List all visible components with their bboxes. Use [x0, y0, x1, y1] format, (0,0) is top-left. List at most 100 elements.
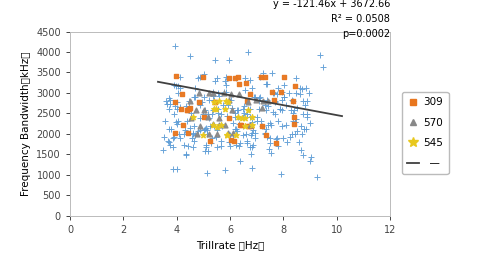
Point: [210, 100, 218, 104]
Point: [186, 126, 194, 130]
Point: [217, 144, 225, 148]
Point: [225, 58, 233, 62]
Point: [234, 115, 242, 119]
Point: [200, 115, 207, 120]
Point: [251, 94, 259, 99]
Point: [174, 90, 182, 95]
Point: [208, 94, 216, 98]
Point: [160, 119, 168, 123]
Point: [180, 127, 188, 132]
Point: [190, 95, 198, 99]
Point: [292, 91, 300, 95]
Point: [164, 107, 172, 111]
Point: [198, 100, 205, 104]
Point: [172, 100, 179, 104]
Point: [175, 132, 183, 136]
Point: [290, 115, 298, 119]
Point: [186, 115, 194, 120]
Point: [222, 79, 230, 83]
Point: [261, 132, 269, 136]
Point: [165, 96, 173, 100]
Point: [282, 122, 290, 127]
Point: [191, 95, 199, 99]
Point: [316, 53, 324, 57]
Point: [282, 103, 290, 107]
Point: [268, 89, 276, 94]
Point: [218, 139, 226, 143]
Point: [290, 132, 298, 136]
Point: [256, 74, 264, 79]
Point: [210, 98, 218, 102]
Point: [262, 103, 270, 107]
Point: [208, 136, 216, 140]
Point: [306, 159, 314, 163]
Point: [247, 133, 255, 137]
Point: [233, 108, 241, 112]
Point: [206, 139, 214, 143]
Point: [248, 145, 256, 149]
Point: [172, 120, 179, 124]
Point: [272, 141, 280, 145]
Point: [176, 105, 184, 109]
Point: [240, 104, 248, 109]
Point: [278, 90, 285, 94]
Point: [264, 99, 272, 103]
Point: [193, 132, 201, 136]
Point: [212, 128, 220, 133]
X-axis label: Trillrate （Hz）: Trillrate （Hz）: [196, 240, 264, 250]
Point: [291, 120, 299, 124]
Point: [266, 151, 274, 155]
Point: [196, 74, 204, 79]
Point: [270, 91, 278, 95]
Point: [298, 87, 306, 91]
Point: [242, 132, 250, 136]
Point: [270, 112, 278, 116]
Point: [182, 103, 190, 108]
Point: [272, 136, 280, 140]
Point: [244, 124, 252, 128]
Point: [234, 75, 242, 79]
Point: [244, 107, 252, 111]
Point: [210, 123, 218, 127]
Point: [189, 132, 197, 136]
Point: [239, 107, 247, 111]
Point: [211, 100, 219, 104]
Point: [246, 92, 254, 97]
Point: [269, 110, 277, 114]
Point: [228, 98, 235, 102]
Point: [238, 124, 246, 128]
Point: [162, 99, 170, 103]
Point: [229, 120, 237, 125]
Point: [236, 123, 244, 127]
Point: [239, 115, 247, 119]
Point: [205, 98, 213, 102]
Point: [274, 119, 281, 123]
Point: [232, 76, 239, 80]
Point: [210, 124, 218, 129]
Point: [231, 127, 239, 132]
Point: [278, 108, 286, 113]
Point: [222, 90, 230, 94]
Point: [188, 136, 196, 140]
Point: [299, 153, 307, 158]
Point: [232, 133, 239, 137]
Point: [208, 122, 216, 127]
Point: [237, 123, 245, 127]
Point: [232, 143, 240, 147]
Point: [202, 144, 210, 149]
Point: [230, 115, 238, 119]
Point: [214, 91, 222, 95]
Point: [247, 123, 255, 128]
Point: [300, 103, 308, 107]
Point: [215, 123, 223, 128]
Point: [200, 72, 208, 76]
Point: [300, 127, 308, 131]
Point: [248, 166, 256, 170]
Point: [268, 71, 276, 75]
Point: [256, 119, 264, 123]
Point: [264, 104, 272, 108]
Point: [224, 132, 232, 136]
Point: [160, 148, 168, 152]
Point: [264, 123, 272, 127]
Point: [226, 144, 234, 148]
